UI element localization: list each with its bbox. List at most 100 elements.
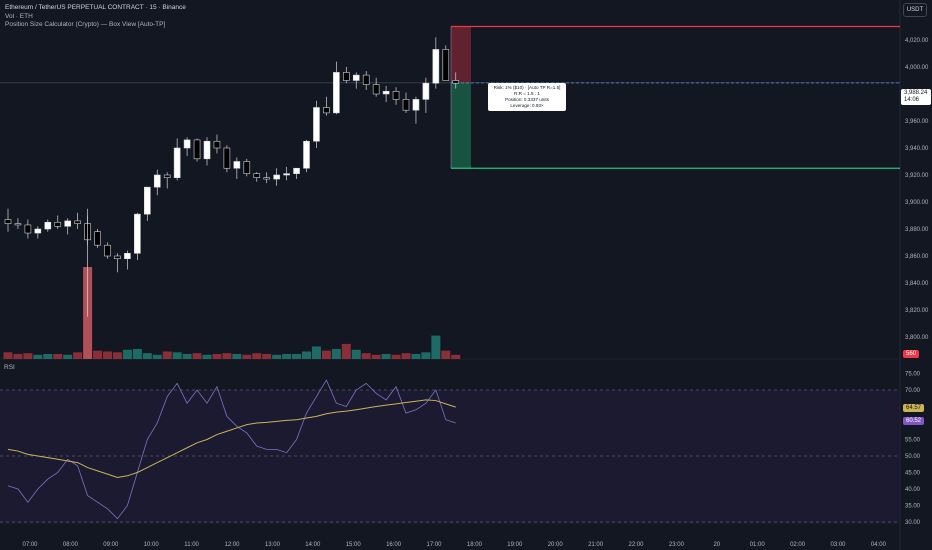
volume-bar <box>132 348 142 359</box>
time-axis[interactable]: 07:00 08:00 09:00 10:00 11:00 12:00 13:00 14:00… <box>22 542 886 548</box>
time-tick-label: 18:00 <box>467 542 483 548</box>
volume-bar <box>202 354 212 359</box>
time-tick-label: 19:00 <box>507 542 523 548</box>
candle-body <box>14 223 22 226</box>
candle-body <box>163 174 171 179</box>
rsi-panel[interactable] <box>0 379 900 523</box>
candle-body <box>54 221 62 227</box>
volume-bar <box>262 353 272 359</box>
candle-body <box>412 99 420 111</box>
rsi-tick-label: 35.00 <box>905 504 921 510</box>
candle-body <box>183 139 191 149</box>
price-tick-label: 3,860.00 <box>905 254 929 260</box>
volume-bar <box>401 353 411 359</box>
volume-bar <box>391 354 401 359</box>
price-tick-label: 3,820.00 <box>905 308 929 314</box>
price-tick-label: 3,880.00 <box>905 227 929 233</box>
volume-bar <box>302 351 311 359</box>
candle-body <box>74 220 81 224</box>
price-tick-label: 3,900.00 <box>905 200 929 206</box>
price-axis[interactable]: 4,020.004,000.003,980.003,960.003,940.00… <box>905 38 929 341</box>
candle-body <box>283 173 290 176</box>
candle-body <box>333 72 340 114</box>
candle-body <box>253 173 261 178</box>
time-tick-label: 09:00 <box>103 542 119 548</box>
time-tick-label: 16:00 <box>386 542 402 548</box>
rsi-value-badge: 60.52 <box>903 417 925 425</box>
volume-legend[interactable]: Vol · ETH <box>5 13 33 20</box>
volume-bar <box>321 350 331 359</box>
candle-body <box>213 140 221 149</box>
time-tick-label: 21:00 <box>588 542 604 548</box>
candle-body <box>452 80 460 84</box>
rr-text: R:R = 1.5 : 1 <box>514 91 540 96</box>
risk-text: Risk: 1% ($10) · [Auto TP R=1.5] <box>493 85 561 90</box>
candle-body <box>352 74 360 81</box>
volume-bar <box>112 352 122 359</box>
volume-bar <box>13 353 23 359</box>
price-tick-label: 3,940.00 <box>905 146 929 152</box>
price-tick-label: 3,920.00 <box>905 173 929 179</box>
candle-body <box>263 177 271 180</box>
volume-bar <box>351 349 361 359</box>
candle-body <box>203 140 211 160</box>
time-tick-label: 02:00 <box>790 542 806 548</box>
price-tick-label: 3,960.00 <box>905 119 929 125</box>
rsi-tick-label: 40.00 <box>905 487 921 493</box>
current-price-badge: 3,988.24 14:06 <box>901 89 931 105</box>
candle-body <box>94 231 101 246</box>
rsi-legend[interactable]: RSI <box>4 364 15 371</box>
volume-bar <box>182 353 192 359</box>
rsi-tick-label: 55.00 <box>905 438 921 444</box>
volume-bar <box>431 335 441 359</box>
candle-body <box>233 161 241 169</box>
position-size-text: Position: 0.3337 units <box>505 97 549 102</box>
candle-body <box>44 221 52 230</box>
price-tick-label: 3,840.00 <box>905 281 929 287</box>
candlesticks <box>4 37 460 317</box>
volume-bar <box>232 353 242 359</box>
volume-bar <box>172 352 182 359</box>
time-tick-label: 23:00 <box>669 542 685 548</box>
time-tick-label: 04:00 <box>871 542 887 548</box>
volume-bar <box>252 353 262 359</box>
volume-bar <box>311 346 321 359</box>
volume-bars <box>3 267 461 359</box>
candle-body <box>313 107 320 142</box>
position-box[interactable] <box>0 25 900 169</box>
volume-bar <box>222 353 232 359</box>
candle-body <box>114 255 121 260</box>
candle-body <box>303 140 310 169</box>
price-tick-label: 3,800.00 <box>905 335 929 341</box>
chart-title[interactable]: Ethereum / TetherUS PERPETUAL CONTRACT ·… <box>5 4 186 11</box>
volume-bar <box>212 353 222 359</box>
volume-bar <box>43 353 53 359</box>
candle-body <box>223 147 231 169</box>
volume-bar <box>73 352 83 359</box>
candle-body <box>323 107 330 114</box>
currency-button[interactable]: USDT <box>903 3 927 17</box>
volume-bar <box>282 353 292 359</box>
stop-zone <box>451 26 471 83</box>
time-tick-label: 11:00 <box>184 542 199 548</box>
candle-body <box>342 72 350 81</box>
candle-body <box>153 174 161 188</box>
candle-body <box>442 49 450 81</box>
price-tick-label: 4,020.00 <box>905 38 929 44</box>
candle-body <box>173 147 181 179</box>
candle-body <box>193 139 201 160</box>
candle-body <box>382 91 390 95</box>
target-zone <box>451 82 471 169</box>
time-tick-label: 20 <box>713 542 720 548</box>
volume-bar <box>103 351 112 359</box>
price-tick-label: 4,000.00 <box>905 65 929 71</box>
candle-body <box>104 244 111 257</box>
volume-bar <box>142 353 152 359</box>
volume-bar <box>93 350 103 359</box>
indicator-legend[interactable]: Position Size Calculator (Crypto) — Box … <box>5 21 166 28</box>
leverage-text: Leverage: 0.93× <box>510 103 544 108</box>
candle-body <box>362 74 370 85</box>
candle-body <box>124 253 131 260</box>
volume-bar <box>192 353 202 359</box>
